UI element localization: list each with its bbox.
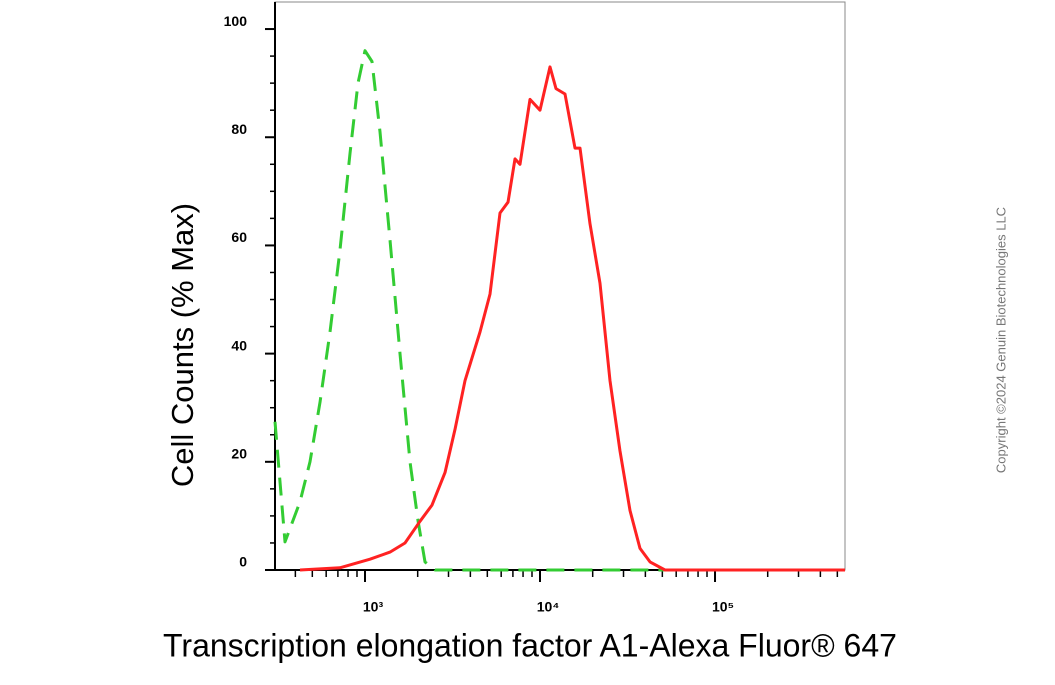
y-tick-label: 0: [239, 554, 247, 570]
plot-frame: [274, 1, 846, 571]
y-tick-label: 100: [224, 13, 248, 29]
y-tick-label: 80: [231, 121, 247, 137]
y-tick-label: 20: [231, 446, 247, 462]
x-tick-label: 10⁴: [537, 599, 560, 615]
copyright: Copyright ©2024 Genuin Biotechnologies L…: [993, 207, 1008, 473]
y-tick-label: 60: [231, 229, 247, 245]
x-tick-label: 10⁵: [712, 599, 734, 615]
y-axis-title: Cell Counts (% Max): [165, 203, 200, 487]
x-tick-label: 10³: [363, 599, 384, 615]
x-axis-title: Transcription elongation factor A1-Alexa…: [163, 627, 897, 663]
histogram-line: [273, 49, 845, 572]
y-tick-label: 40: [231, 337, 247, 353]
histogram-line: [299, 65, 845, 572]
